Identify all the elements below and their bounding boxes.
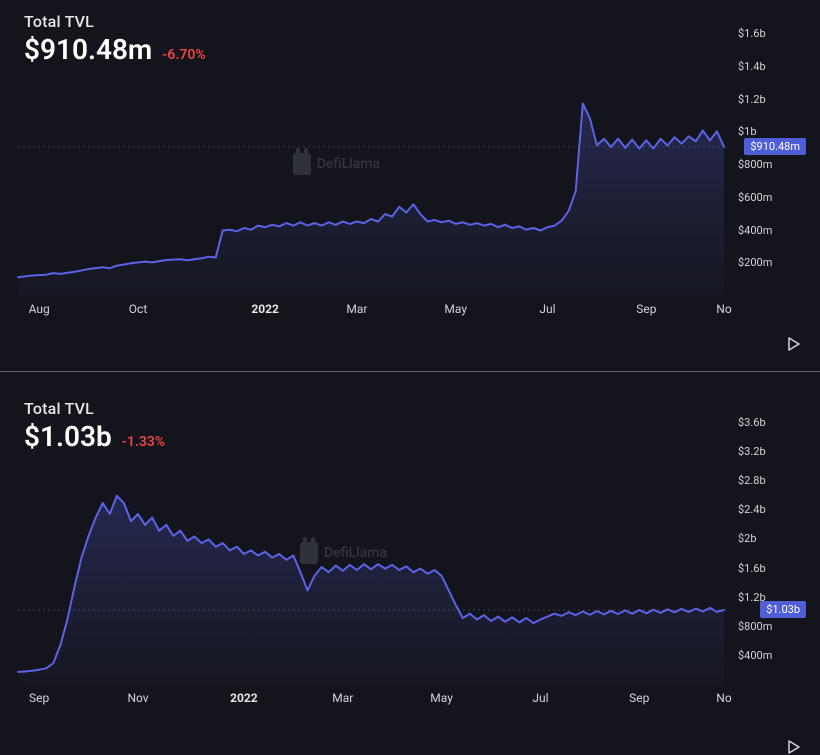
y-axis-label: $3.6b bbox=[738, 416, 766, 429]
chart1-current-value-badge: $910.48m bbox=[744, 138, 806, 155]
chart1-title: Total TVL bbox=[24, 12, 206, 31]
x-axis-label: Mar bbox=[346, 302, 367, 316]
dashboard-frame: Total TVL $910.48m -6.70% DefiLlama $910… bbox=[0, 0, 820, 753]
x-axis-label: 2022 bbox=[251, 302, 279, 316]
x-axis-label: No bbox=[716, 302, 731, 316]
x-axis-label: No bbox=[716, 691, 731, 705]
chart1-plot-area[interactable]: DefiLlama $910.48m $200m$400m$600m$800m$… bbox=[18, 34, 724, 296]
y-axis-label: $400m bbox=[738, 224, 772, 237]
play-button[interactable] bbox=[786, 336, 802, 352]
play-icon bbox=[786, 336, 802, 352]
chart2-current-value-badge: $1.03b bbox=[760, 601, 806, 618]
x-axis-label: Sep bbox=[629, 691, 649, 705]
y-axis-label: $2b bbox=[738, 532, 757, 545]
tvl-chart-panel-1: Total TVL $910.48m -6.70% DefiLlama $910… bbox=[0, 0, 820, 370]
x-axis-label: Sep bbox=[636, 302, 656, 316]
y-axis-label: $3.2b bbox=[738, 445, 766, 458]
x-axis-label: May bbox=[430, 691, 453, 705]
chart2-svg bbox=[18, 423, 724, 685]
chart2-plot-area[interactable]: DefiLlama $1.03b $400m$800m$1.2b$1.6b$2b… bbox=[18, 423, 724, 685]
y-axis-label: $600m bbox=[738, 191, 772, 204]
tvl-chart-panel-2: Total TVL $1.03b -1.33% DefiLlama $1.03b… bbox=[0, 375, 820, 753]
y-axis-label: $1.2b bbox=[738, 93, 766, 106]
x-axis-label: Nov bbox=[127, 691, 148, 705]
y-axis-label: $2.4b bbox=[738, 503, 766, 516]
y-axis-label: $1.4b bbox=[738, 60, 766, 73]
x-axis-label: Jul bbox=[532, 691, 548, 705]
y-axis-label: $200m bbox=[738, 256, 772, 269]
x-axis-label: 2022 bbox=[230, 691, 258, 705]
y-axis-label: $800m bbox=[738, 158, 772, 171]
y-axis-label: $1b bbox=[738, 125, 757, 138]
x-axis-label: May bbox=[444, 302, 467, 316]
y-axis-label: $400m bbox=[738, 649, 772, 662]
x-axis-label: Jul bbox=[539, 302, 555, 316]
chart1-svg bbox=[18, 34, 724, 296]
y-axis-label: $1.6b bbox=[738, 27, 766, 40]
y-axis-label: $2.8b bbox=[738, 474, 766, 487]
y-axis-label: $1.6b bbox=[738, 562, 766, 575]
y-axis-label: $1.2b bbox=[738, 591, 766, 604]
x-axis-label: Oct bbox=[129, 302, 147, 316]
y-axis-label: $800m bbox=[738, 620, 772, 633]
chart2-title: Total TVL bbox=[24, 399, 165, 418]
x-axis-label: Mar bbox=[332, 691, 353, 705]
panel-separator bbox=[0, 371, 820, 372]
x-axis-label: Aug bbox=[29, 302, 50, 316]
x-axis-label: Sep bbox=[29, 691, 49, 705]
